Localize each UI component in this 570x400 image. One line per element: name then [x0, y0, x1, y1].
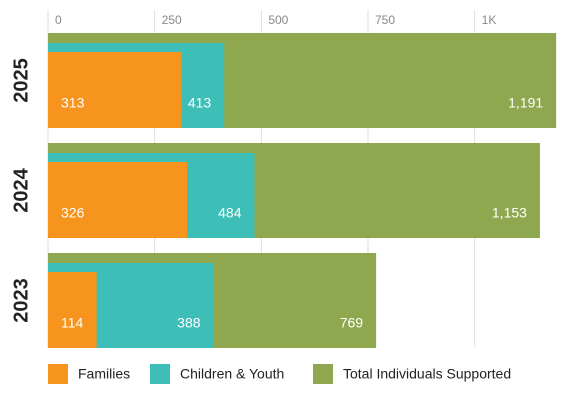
value-label: 1,153 [492, 205, 527, 221]
value-label: 769 [340, 315, 364, 331]
y-tick-label: 2023 [10, 278, 32, 323]
legend-label: Families [78, 366, 130, 382]
legend-swatch [150, 364, 170, 384]
legend-swatch [48, 364, 68, 384]
y-tick-label: 2024 [10, 167, 32, 212]
legend-label: Children & Youth [180, 366, 284, 382]
x-tick-label: 1K [482, 13, 497, 27]
x-tick-label: 750 [375, 13, 395, 27]
value-label: 114 [61, 315, 84, 331]
value-label: 1,191 [508, 95, 543, 111]
bar [48, 272, 97, 348]
bar [48, 162, 188, 238]
y-tick-label: 2025 [10, 58, 32, 103]
x-tick-label: 500 [268, 13, 288, 27]
value-label: 388 [177, 315, 201, 331]
value-label: 413 [188, 95, 212, 111]
x-tick-label: 0 [55, 13, 62, 27]
x-tick-label: 250 [162, 13, 182, 27]
bar [48, 52, 182, 128]
value-label: 326 [61, 205, 85, 221]
legend-label: Total Individuals Supported [343, 366, 511, 382]
value-label: 313 [61, 95, 85, 111]
value-label: 484 [218, 205, 242, 221]
legend-swatch [313, 364, 333, 384]
